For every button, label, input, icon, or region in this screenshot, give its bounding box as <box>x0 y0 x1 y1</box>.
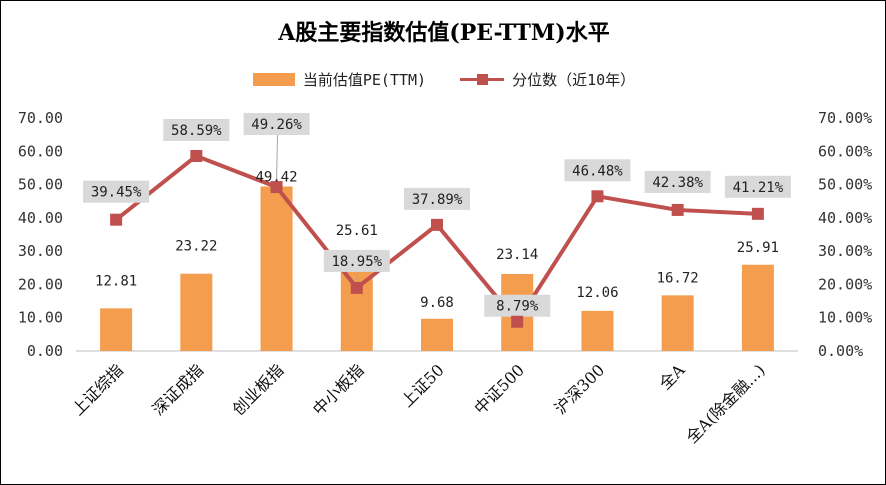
x-category-label: 深证成指 <box>148 360 207 419</box>
y-left-tick-label: 40.00 <box>18 209 63 227</box>
x-category-label: 上证综指 <box>68 360 127 419</box>
percentile-data-label: 46.48% <box>572 163 623 179</box>
percentile-marker <box>110 213 123 226</box>
y-right-tick-label: 60.00% <box>818 142 872 160</box>
percentile-marker <box>591 190 604 203</box>
percentile-label-box <box>163 118 230 141</box>
x-category-label: 沪深300 <box>551 360 609 418</box>
bar-data-label: 16.72 <box>657 270 699 286</box>
percentile-data-label: 49.26% <box>251 117 302 133</box>
bar-data-label: 25.91 <box>737 240 779 256</box>
percentile-marker <box>190 149 203 162</box>
bar-data-label: 23.14 <box>496 247 538 263</box>
y-left-tick-label: 10.00 <box>18 309 63 327</box>
y-left-tick-label: 30.00 <box>18 242 63 260</box>
percentile-data-label: 37.89% <box>412 192 463 208</box>
percentile-marker <box>671 203 684 216</box>
y-left-tick-label: 0.00 <box>27 342 63 360</box>
bar-data-label: 12.81 <box>95 273 137 289</box>
legend-item-percentile: 分位数（近10年） <box>460 69 635 90</box>
label-leader-line <box>356 270 359 281</box>
percentile-marker <box>751 207 764 220</box>
y-left-tick-label: 60.00 <box>18 142 63 160</box>
bar-data-label: 12.06 <box>576 285 618 301</box>
percentile-data-label: 41.21% <box>733 180 784 196</box>
y-left-tick-label: 70.00 <box>18 109 63 127</box>
y-right-tick-label: 70.00% <box>818 109 872 127</box>
bar <box>741 264 774 351</box>
legend-label-percentile: 分位数（近10年） <box>512 70 636 89</box>
bar <box>661 295 694 351</box>
y-right-tick-label: 20.00% <box>818 275 872 293</box>
bar <box>100 308 133 351</box>
y-left-tick-label: 50.00 <box>18 176 63 194</box>
percentile-label-box <box>404 187 470 210</box>
percentile-marker <box>511 315 524 328</box>
y-right-tick-label: 0.00% <box>818 342 863 360</box>
x-category-label: 上证50 <box>397 360 447 410</box>
x-category-label: 全A <box>656 360 689 393</box>
percentile-label-box <box>724 175 791 198</box>
bar <box>260 186 293 351</box>
bar <box>180 273 213 351</box>
percentile-data-label: 42.38% <box>652 175 703 191</box>
x-category-label: 中小板指 <box>309 360 368 419</box>
percentile-label-box <box>564 159 631 182</box>
bar-data-label: 23.22 <box>175 239 217 255</box>
legend-label-pe: 当前估值PE(TTM) <box>302 70 427 89</box>
percentile-data-label: 8.79% <box>496 299 539 315</box>
percentile-marker <box>270 181 283 194</box>
bar-data-label: 49.42 <box>255 170 297 186</box>
y-right-tick-label: 10.00% <box>818 309 872 327</box>
y-left-tick-label: 20.00 <box>18 275 63 293</box>
legend-item-pe: 当前估值PE(TTM) <box>252 69 427 90</box>
legend-swatch-bar <box>252 72 295 86</box>
x-category-label: 创业板指 <box>229 360 288 419</box>
percentile-label-box <box>484 294 551 317</box>
chart-title: A股主要指数估值(PE-TTM)水平 <box>278 20 610 46</box>
bar <box>581 310 614 351</box>
percentile-label-box <box>323 249 390 272</box>
percentile-marker <box>350 281 363 294</box>
legend: 当前估值PE(TTM) 分位数（近10年） <box>1 67 885 91</box>
bar <box>421 318 453 351</box>
bar-data-label: 9.68 <box>420 295 454 311</box>
x-category-label: 全A(除金融...) <box>682 360 768 446</box>
bar-data-label: 25.61 <box>336 223 378 239</box>
y-right-tick-label: 30.00% <box>818 242 872 260</box>
percentile-data-label: 18.95% <box>331 254 382 270</box>
y-right-tick-label: 50.00% <box>818 176 872 194</box>
percentile-label-box <box>644 170 711 193</box>
percentile-label-box <box>83 180 150 203</box>
percentile-label-box <box>243 113 310 136</box>
legend-swatch-line <box>460 72 505 86</box>
y-right-tick-label: 40.00% <box>818 209 872 227</box>
percentile-data-label: 39.45% <box>91 185 142 201</box>
percentile-data-label: 58.59% <box>171 123 222 139</box>
label-leader-line <box>276 134 279 181</box>
x-category-label: 中证500 <box>470 360 528 418</box>
percentile-marker <box>431 218 443 231</box>
